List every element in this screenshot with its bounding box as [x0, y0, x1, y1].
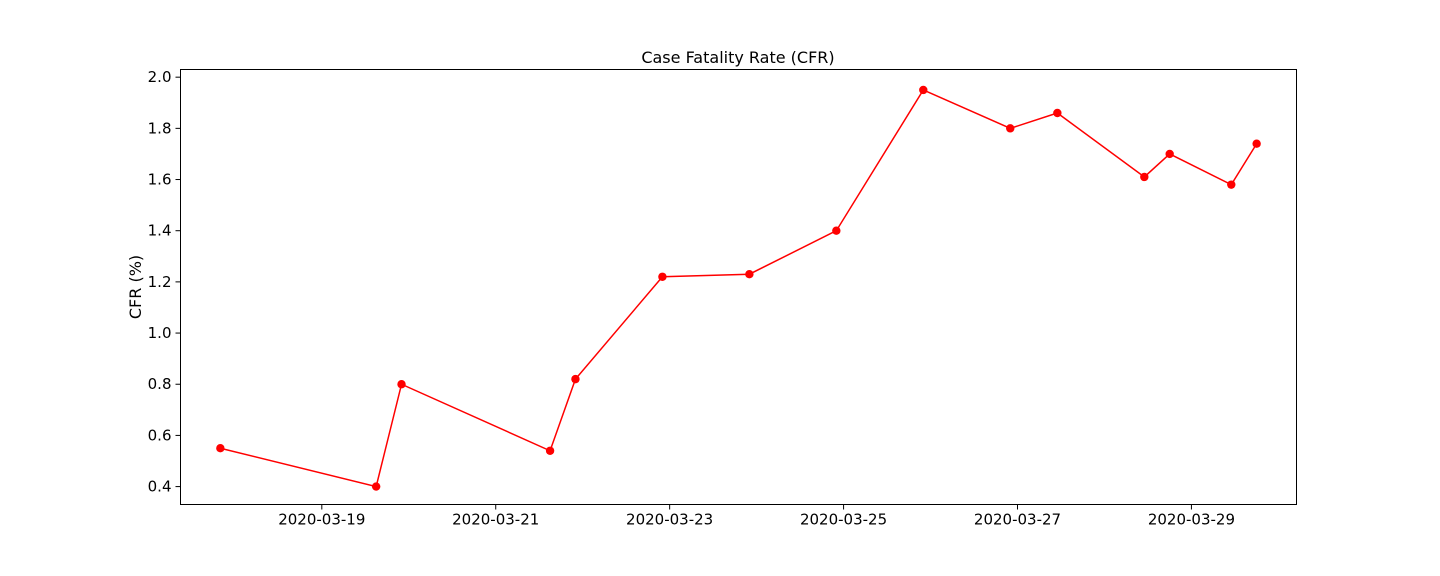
cfr-data-point	[745, 270, 754, 279]
cfr-data-point	[1165, 149, 1174, 159]
cfr-data-point	[1140, 172, 1149, 182]
y-tick-label: 1.8	[148, 119, 172, 137]
cfr-data-point	[1252, 139, 1261, 148]
cfr-data-point	[397, 380, 406, 389]
plot-series	[216, 85, 1261, 491]
y-axis: 0.4 0.6 0.8 1.0 1.2 1.4 1.6 1.8 2.0	[148, 68, 181, 496]
y-tick-label: 1.2	[148, 273, 172, 291]
cfr-data-point	[658, 272, 667, 281]
chart-title: Case Fatality Rate (CFR)	[641, 48, 834, 67]
x-tick-label: 2020-03-21	[452, 511, 539, 529]
x-tick-label: 2020-03-23	[626, 511, 713, 529]
y-tick-label: 1.0	[148, 324, 172, 342]
y-tick-label: 0.4	[148, 478, 172, 496]
y-tick-label: 1.6	[148, 171, 172, 189]
x-tick-label: 2020-03-19	[278, 511, 365, 529]
cfr-data-point	[832, 226, 841, 235]
cfr-data-point	[919, 85, 928, 95]
y-axis-label: CFR (%)	[126, 255, 145, 319]
x-axis: 2020-03-19 2020-03-21 2020-03-23 2020-03-25…	[278, 504, 1235, 529]
y-tick-label: 0.8	[148, 375, 172, 393]
x-tick-label: 2020-03-25	[800, 511, 887, 529]
cfr-series-line	[220, 89, 1258, 488]
cfr-data-point	[216, 444, 225, 453]
cfr-data-point	[1053, 108, 1062, 118]
x-tick-label: 2020-03-29	[1148, 511, 1235, 529]
cfr-data-point	[371, 482, 381, 491]
cfr-data-point	[545, 446, 555, 455]
cfr-data-point	[1227, 180, 1236, 189]
y-tick-label: 0.6	[148, 426, 172, 444]
cfr-data-point	[1006, 124, 1015, 133]
y-tick-label: 1.4	[148, 222, 172, 240]
cfr-data-point	[571, 374, 580, 384]
y-tick-label: 2.0	[148, 68, 172, 86]
x-tick-label: 2020-03-27	[974, 511, 1061, 529]
plot-frame	[180, 69, 1297, 505]
